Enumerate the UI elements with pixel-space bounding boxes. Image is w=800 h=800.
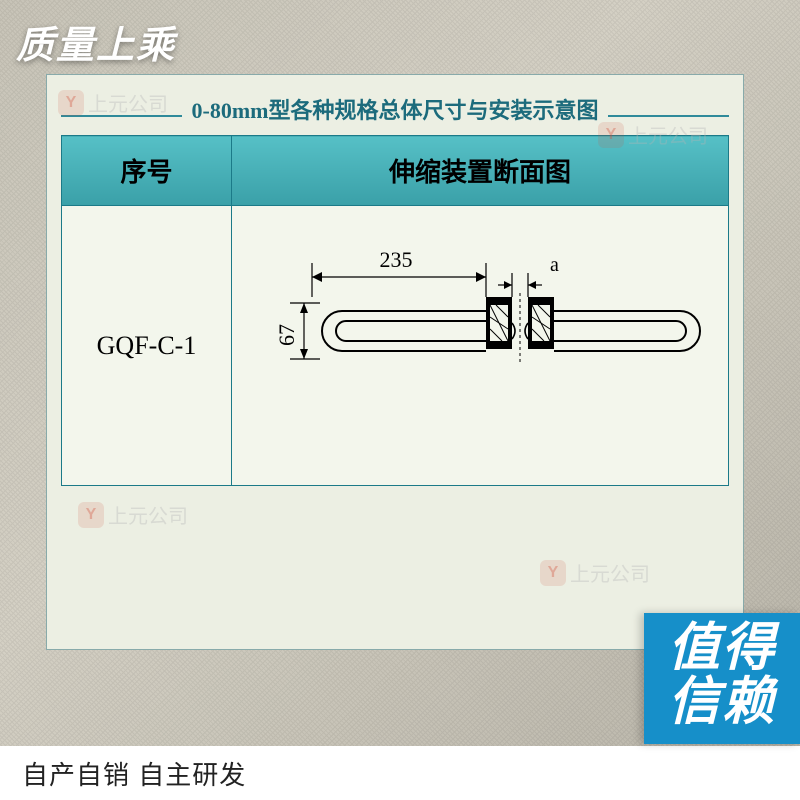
watermark: 上元公司 [58,88,168,117]
watermark-text: 上元公司 [570,558,650,587]
watermark-logo-icon [58,90,84,116]
dim-height-label: 67 [274,324,299,346]
watermark-logo-icon [78,502,104,528]
watermark-text: 上元公司 [108,500,188,529]
sheet-title: 0-80mm型各种规格总体尺寸与安装示意图 [182,93,609,125]
expansion-joint-diagram: 235 a [242,233,718,453]
dim-width-label: 235 [380,247,413,272]
trust-badge-line2: 信赖 [668,675,776,730]
dim-gap-label: a [550,254,559,276]
cell-section-diagram: 235 a [232,206,729,486]
quality-badge: 质量上乘 [16,14,176,69]
table-row: GQF-C-1 235 [62,206,729,486]
cell-model-id: GQF-C-1 [62,206,232,486]
watermark: 上元公司 [540,558,650,587]
watermark: 上元公司 [598,120,708,149]
trust-badge: 值得 信赖 [644,613,800,744]
footer-strip: 自产自销 自主研发 [0,746,800,800]
footer-text: 自产自销 自主研发 [22,755,246,792]
watermark-text: 上元公司 [88,88,168,117]
trust-badge-line1: 值得 [668,621,776,676]
watermark-logo-icon [598,122,624,148]
col-header-index: 序号 [62,136,232,206]
watermark-logo-icon [540,560,566,586]
watermark-text: 上元公司 [628,120,708,149]
watermark: 上元公司 [78,500,188,529]
spec-table: 序号 伸缩装置断面图 GQF-C-1 [61,135,729,486]
